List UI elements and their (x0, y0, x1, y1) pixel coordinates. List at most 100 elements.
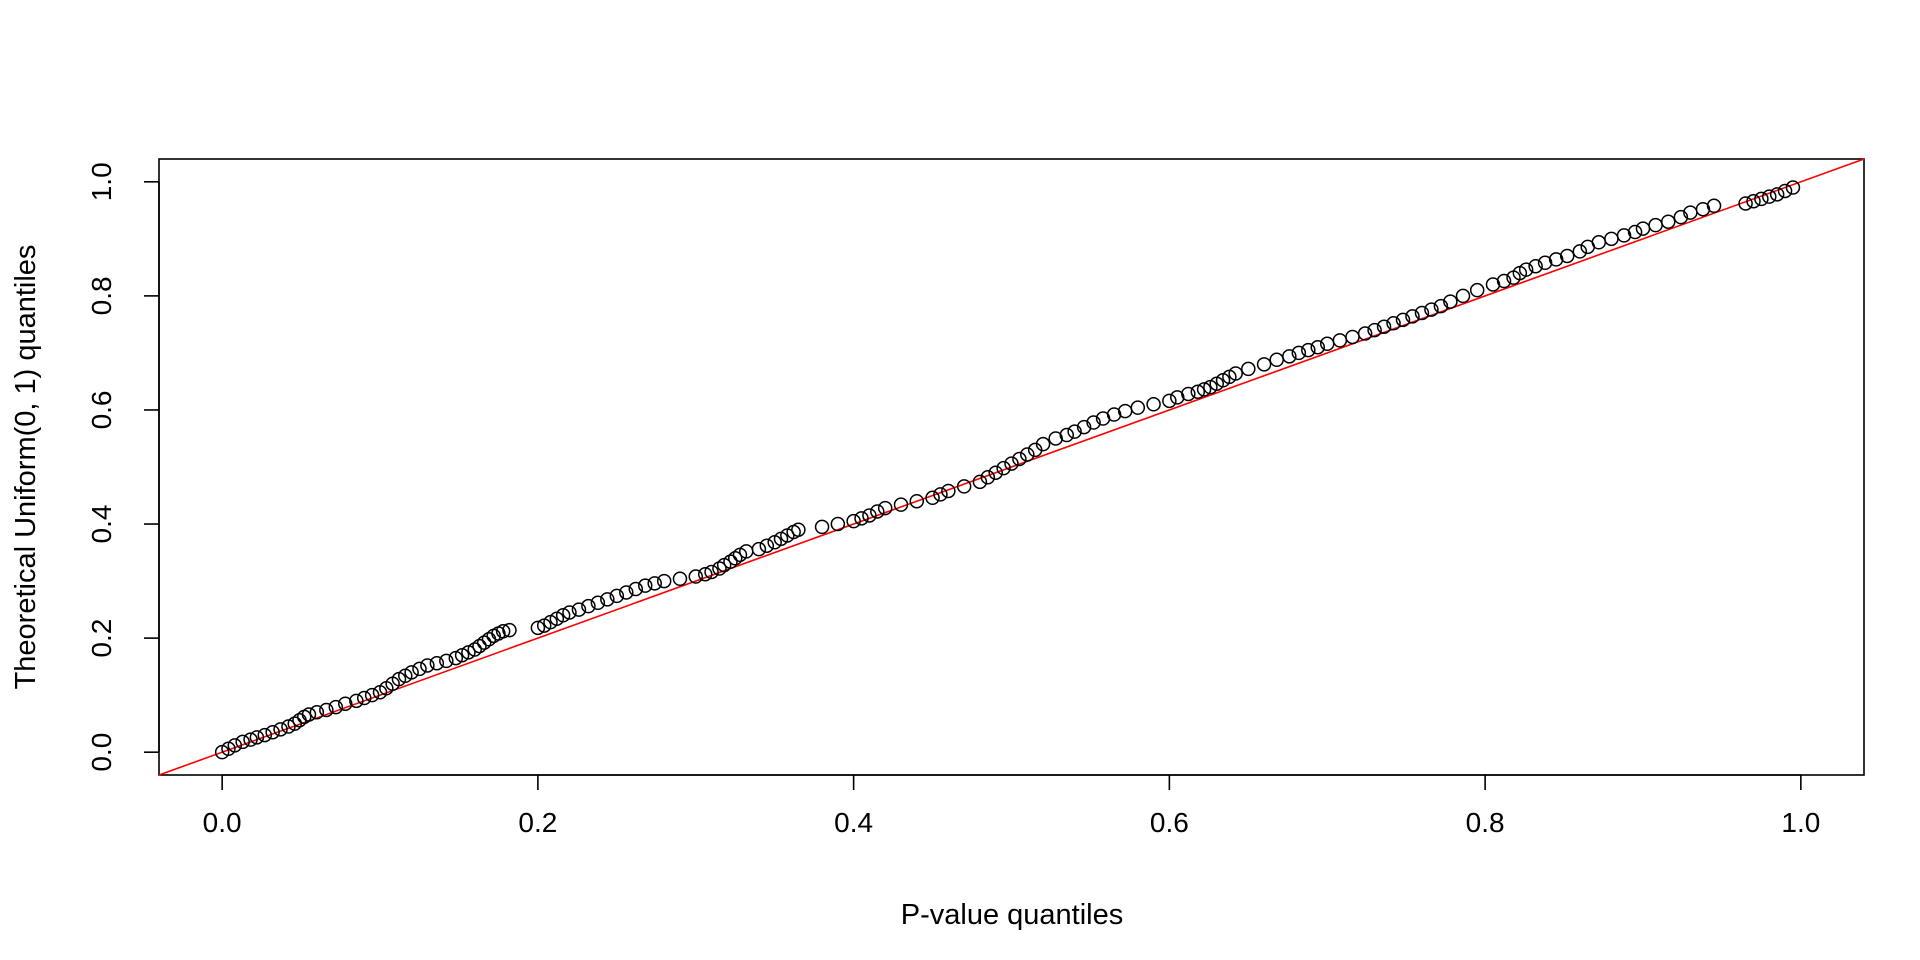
data-point (609, 588, 625, 604)
data-point (1357, 326, 1373, 341)
data-point (309, 705, 325, 720)
data-point (814, 519, 830, 535)
reference-line (158, 158, 1865, 776)
data-point (1591, 235, 1607, 250)
data-point (712, 561, 727, 576)
data-point (1648, 217, 1663, 233)
data-point (647, 576, 662, 591)
data-point (600, 592, 615, 607)
data-point (1604, 231, 1619, 247)
data-point (877, 500, 893, 516)
data-point (249, 730, 265, 745)
y-axis-label: Theoretical Uniform(0, 1) quantiles (10, 245, 42, 690)
data-point (1386, 316, 1401, 331)
data-point (265, 724, 280, 740)
x-tick-label: 0.4 (834, 807, 873, 838)
data-point (502, 622, 517, 638)
data-point (1282, 349, 1297, 364)
data-point (988, 465, 1003, 480)
data-point (555, 608, 571, 623)
data-point (356, 690, 372, 706)
data-point (909, 493, 925, 509)
data-point (404, 665, 419, 680)
data-point (349, 693, 364, 709)
data-point (893, 497, 909, 512)
x-tick-label: 0.8 (1466, 807, 1505, 838)
data-point (846, 513, 861, 529)
x-axis-label: P-value quantiles (901, 899, 1123, 931)
data-point (1170, 390, 1185, 405)
data-point (454, 647, 470, 663)
data-point (227, 738, 243, 753)
data-point (1228, 366, 1243, 381)
y-tick-label: 0.8 (86, 276, 117, 315)
y-tick-label: 0.0 (86, 733, 117, 772)
data-point (1706, 198, 1722, 214)
data-point (1035, 436, 1051, 452)
data-point (472, 638, 487, 654)
data-point (1146, 397, 1161, 412)
data-point (1528, 258, 1543, 274)
x-tick-label: 0.6 (1150, 807, 1189, 838)
data-point (972, 474, 988, 490)
data-point (273, 722, 288, 737)
data-point (1048, 431, 1063, 446)
y-tick-label: 1.0 (86, 162, 117, 201)
data-point (420, 658, 435, 673)
data-point (1746, 193, 1761, 209)
data-point (1162, 393, 1177, 409)
data-point (1738, 196, 1753, 211)
data-point (1548, 252, 1564, 267)
data-point (1256, 357, 1272, 372)
data-point (301, 707, 317, 722)
data-point (364, 687, 380, 703)
data-point (727, 551, 743, 566)
data-point (476, 635, 492, 650)
data-point (941, 483, 956, 499)
data-point (1405, 309, 1420, 324)
data-point (1020, 447, 1035, 462)
data-point (870, 504, 885, 519)
data-point (1376, 319, 1392, 334)
data-point (562, 605, 577, 620)
data-point (1332, 333, 1348, 348)
data-point (1106, 407, 1122, 422)
data-point (1496, 273, 1512, 289)
data-point (439, 653, 454, 669)
data-point (1518, 262, 1534, 277)
data-point (429, 655, 445, 671)
data-point (704, 564, 719, 580)
y-axis: 0.0 0.2 0.4 0.6 0.8 1.0 (86, 162, 160, 772)
data-point (1559, 248, 1575, 264)
points-layer (214, 180, 1801, 760)
data-point (1076, 419, 1092, 435)
x-axis: 0.0 0.2 0.4 0.6 0.8 1.0 (203, 774, 1820, 838)
y-tick-label: 0.6 (86, 390, 117, 429)
data-point (1754, 191, 1769, 207)
data-point (1660, 214, 1676, 229)
data-point (830, 516, 846, 532)
y-tick-label: 0.2 (86, 619, 117, 658)
data-point (1485, 277, 1501, 292)
data-point (1572, 244, 1588, 259)
data-point (1395, 312, 1411, 328)
data-point (1196, 382, 1212, 397)
data-point (467, 642, 482, 657)
data-point (688, 569, 704, 584)
data-point (656, 573, 672, 589)
data-point (1424, 302, 1439, 317)
data-point (1627, 224, 1643, 240)
data-point (996, 460, 1011, 476)
data-point (448, 650, 464, 666)
data-point (759, 538, 775, 553)
x-tick-label: 0.0 (203, 807, 242, 838)
data-point (933, 487, 948, 502)
data-point (791, 522, 806, 537)
data-point (1635, 221, 1651, 236)
data-point (1181, 386, 1196, 402)
data-point (1345, 329, 1360, 345)
reference-line-layer (158, 158, 1865, 776)
data-point (1067, 424, 1082, 439)
data-point (1310, 339, 1326, 355)
